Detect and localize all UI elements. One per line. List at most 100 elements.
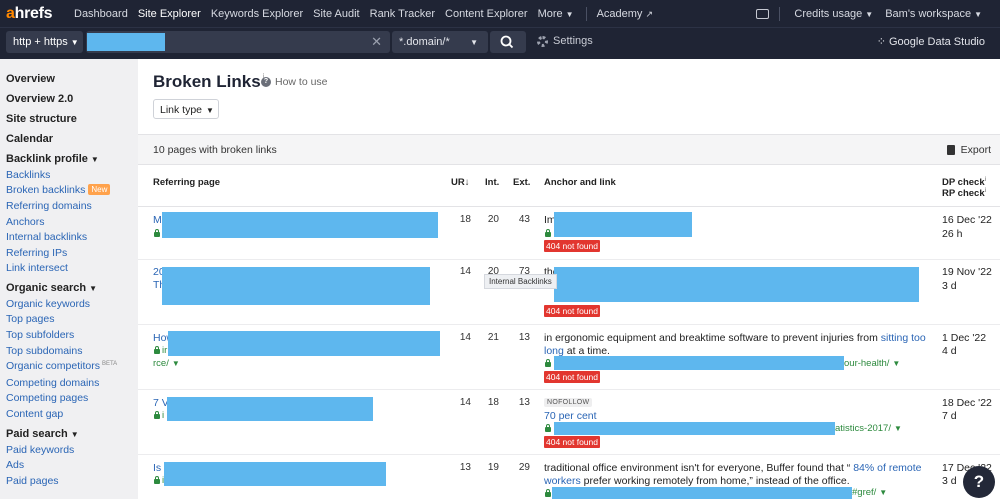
sidebar-item-referring-ips[interactable]: Referring IPs	[6, 247, 68, 259]
sidebar-item-overview-2[interactable]: Overview 2.0	[6, 93, 74, 105]
sidebar-item-link-intersect[interactable]: Link intersect	[6, 262, 68, 274]
sidebar-item-paid-pages[interactable]: Paid pages	[6, 475, 59, 487]
nav-site-explorer[interactable]: Site Explorer	[137, 7, 201, 20]
nav-keywords-explorer[interactable]: Keywords Explorer	[210, 7, 304, 20]
sidebar-item-ads[interactable]: Ads	[6, 459, 25, 471]
sidebar-item-organic-competitors[interactable]: Organic competitors BETA	[6, 360, 117, 372]
settings-button[interactable]: Settings	[537, 35, 593, 47]
target-url-tail[interactable]: atistics-2017/▼	[835, 423, 902, 434]
credits-usage-menu[interactable]: Credits usage ▼	[794, 8, 873, 20]
section-label: Backlink profile	[6, 153, 88, 165]
sidebar-item-content-gap[interactable]: Content gap	[6, 408, 64, 420]
tooltip-internal-backlinks: Internal Backlinks	[484, 274, 557, 289]
referring-page-url[interactable]: ir	[162, 345, 168, 356]
referring-page-url[interactable]: i	[162, 475, 164, 486]
sidebar-item-top-subfolders[interactable]: Top subfolders	[6, 329, 75, 341]
sidebar-item-site-structure[interactable]: Site structure	[6, 113, 77, 125]
anchor-link[interactable]: long	[544, 345, 564, 357]
info-icon[interactable]: i	[263, 72, 265, 81]
nav-more[interactable]: More ▼	[538, 8, 574, 20]
sidebar-item-referring-domains[interactable]: Referring domains	[6, 200, 92, 212]
target-url-tail[interactable]: our-health/▼	[844, 358, 900, 369]
sidebar-item-calendar[interactable]: Calendar	[6, 133, 54, 145]
sidebar-item-broken-backlinks[interactable]: Broken backlinks New	[6, 184, 111, 196]
help-button[interactable]: ?	[963, 466, 995, 498]
ur-value: 14	[459, 397, 471, 408]
nav-rank-tracker[interactable]: Rank Tracker	[369, 7, 436, 20]
sidebar-item-top-subdomains[interactable]: Top subdomains	[6, 345, 83, 357]
export-button[interactable]: Export	[946, 144, 991, 156]
sidebar-section-paid-search[interactable]: Paid search ▼	[6, 428, 79, 440]
referring-page-title[interactable]: Is	[153, 462, 162, 474]
sidebar-section-backlink-profile[interactable]: Backlink profile ▼	[6, 153, 99, 165]
col-referring-page[interactable]: Referring page	[153, 177, 221, 188]
anchor-link[interactable]: sitting too	[880, 332, 926, 344]
sidebar-item-organic-keywords[interactable]: Organic keywords	[6, 298, 91, 310]
nav-more-label: More	[537, 7, 563, 20]
nav-academy[interactable]: Academy ↗	[597, 8, 653, 20]
how-to-use-link[interactable]: ? How to use	[261, 76, 328, 88]
ext-value[interactable]: 13	[518, 397, 530, 408]
anchor-link[interactable]: workers	[544, 475, 581, 487]
google-data-studio-button[interactable]: ⁘ Google Data Studio	[877, 35, 985, 48]
col-dp-check[interactable]: DP checki	[942, 177, 986, 188]
nav-site-audit[interactable]: Site Audit	[313, 7, 360, 20]
ext-value[interactable]: 73	[518, 266, 530, 277]
referring-page-url[interactable]: i	[162, 410, 165, 421]
int-value[interactable]: 21	[487, 332, 499, 343]
target-url-tail[interactable]: #gref/▼	[852, 487, 887, 498]
referring-page-title[interactable]: M	[153, 214, 162, 226]
ext-value[interactable]: 29	[518, 462, 530, 473]
sidebar-item-label: Organic competitors	[6, 360, 100, 372]
chevron-down-icon: ▼	[171, 359, 180, 368]
sidebar-section-organic-search[interactable]: Organic search ▼	[6, 282, 97, 294]
mode-select[interactable]: *.domain/* ▼	[392, 31, 488, 53]
redacted-referring-page	[162, 212, 438, 238]
referring-page-url-tail[interactable]: rce/▼	[153, 358, 180, 369]
link-type-filter[interactable]: Link type ▼	[153, 99, 219, 119]
section-label: Organic search	[6, 282, 87, 294]
lock-icon	[545, 489, 551, 497]
chevron-down-icon: ▼	[893, 424, 902, 433]
monitor-icon[interactable]	[756, 8, 770, 19]
anchor-link[interactable]: 84% of remote	[853, 462, 922, 474]
close-icon[interactable]: ✕	[371, 34, 382, 49]
sidebar-item-paid-keywords[interactable]: Paid keywords	[6, 444, 75, 456]
referring-page-title[interactable]: 7 V	[153, 397, 169, 409]
target-url-input[interactable]: ✕	[86, 31, 390, 53]
workspace-menu[interactable]: Bam's workspace ▼	[885, 8, 982, 20]
ahrefs-logo[interactable]: ahrefs	[6, 4, 53, 22]
sidebar-item-internal-backlinks[interactable]: Internal backlinks	[6, 231, 88, 243]
anchor-context: in ergonomic equipment and breaktime sof…	[544, 332, 926, 344]
referring-page-title[interactable]: 20	[153, 266, 165, 278]
search-button[interactable]	[490, 31, 526, 53]
chevron-down-icon: ▼	[70, 38, 79, 47]
redacted-referring-page	[168, 331, 440, 356]
nav-dashboard[interactable]: Dashboard	[74, 7, 128, 20]
dp-check-date: 1 Dec '22	[942, 332, 987, 344]
ext-value[interactable]: 43	[518, 214, 530, 225]
chevron-down-icon: ▼	[70, 430, 79, 439]
sidebar-item-backlinks[interactable]: Backlinks	[6, 169, 51, 181]
col-ur[interactable]: UR↓	[451, 177, 469, 188]
protocol-select[interactable]: http + https ▼	[6, 31, 83, 53]
int-value[interactable]: 19	[487, 462, 499, 473]
col-int[interactable]: Int.	[485, 177, 500, 188]
redacted-target-link	[554, 212, 692, 237]
sidebar-item-competing-pages[interactable]: Competing pages	[6, 392, 89, 404]
sidebar-item-top-pages[interactable]: Top pages	[6, 313, 55, 325]
sidebar-item-anchors[interactable]: Anchors	[6, 216, 45, 228]
col-anchor-and-link[interactable]: Anchor and link	[544, 177, 616, 188]
row-divider	[138, 454, 1000, 455]
ext-value[interactable]: 13	[518, 332, 530, 343]
lock-icon	[154, 229, 160, 237]
int-value[interactable]: 20	[487, 266, 499, 277]
sidebar-item-overview[interactable]: Overview	[6, 73, 55, 85]
sidebar-item-competing-domains[interactable]: Competing domains	[6, 377, 100, 389]
nav-content-explorer[interactable]: Content Explorer	[445, 7, 528, 20]
col-ext[interactable]: Ext.	[513, 177, 531, 188]
int-value[interactable]: 20	[487, 214, 499, 225]
int-value[interactable]: 18	[487, 397, 499, 408]
anchor-link[interactable]: 70 per cent	[544, 410, 597, 422]
col-rp-check[interactable]: RP checki	[942, 188, 986, 199]
